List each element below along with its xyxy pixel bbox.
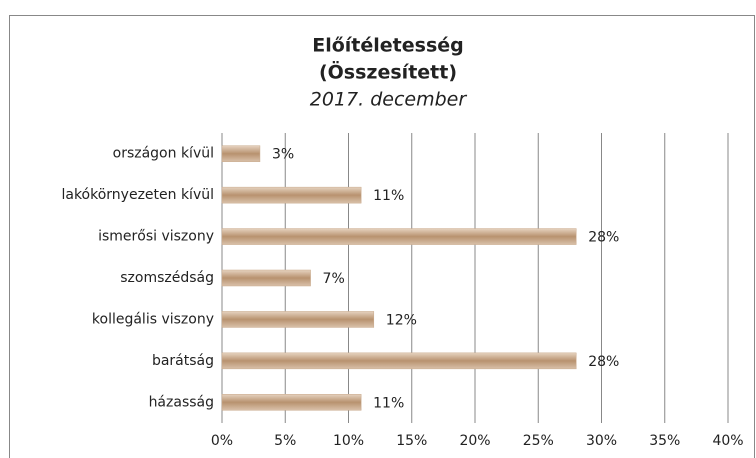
bar bbox=[221, 311, 375, 328]
bar bbox=[221, 145, 261, 162]
x-tick-label: 30% bbox=[586, 433, 617, 449]
bar bbox=[221, 352, 577, 370]
x-tick-label: 25% bbox=[523, 433, 554, 449]
value-label: 28% bbox=[588, 354, 619, 370]
x-tick-label: 0% bbox=[211, 433, 233, 449]
y-tick-label: kollegális viszony bbox=[92, 311, 214, 327]
value-label: 7% bbox=[323, 271, 345, 287]
value-label: 11% bbox=[373, 188, 404, 204]
x-tick-label: 10% bbox=[333, 433, 364, 449]
chart-title: (Összesített) bbox=[319, 60, 457, 84]
x-tick-label: 5% bbox=[274, 433, 296, 449]
bar bbox=[221, 228, 577, 245]
x-tick-label: 20% bbox=[459, 433, 490, 449]
bar bbox=[221, 269, 311, 287]
y-tick-label: szomszédság bbox=[120, 270, 214, 286]
chart-subtitle: 2017. december bbox=[310, 89, 468, 111]
x-tick-label: 35% bbox=[649, 433, 680, 449]
value-label: 3% bbox=[272, 147, 294, 163]
value-label: 28% bbox=[588, 230, 619, 246]
chart-title: Előítéletesség bbox=[312, 35, 464, 57]
value-label: 11% bbox=[373, 395, 404, 411]
y-tick-label: ismerősi viszony bbox=[98, 229, 214, 245]
value-label: 12% bbox=[386, 312, 417, 328]
y-tick-label: lakókörnyezeten kívül bbox=[61, 187, 214, 203]
y-tick-label: országon kívül bbox=[113, 146, 214, 162]
bar bbox=[221, 394, 362, 411]
y-tick-label: barátság bbox=[152, 353, 214, 369]
bar bbox=[221, 186, 362, 204]
x-tick-label: 40% bbox=[712, 433, 743, 449]
x-tick-label: 15% bbox=[396, 433, 427, 449]
y-tick-label: házasság bbox=[149, 394, 214, 410]
